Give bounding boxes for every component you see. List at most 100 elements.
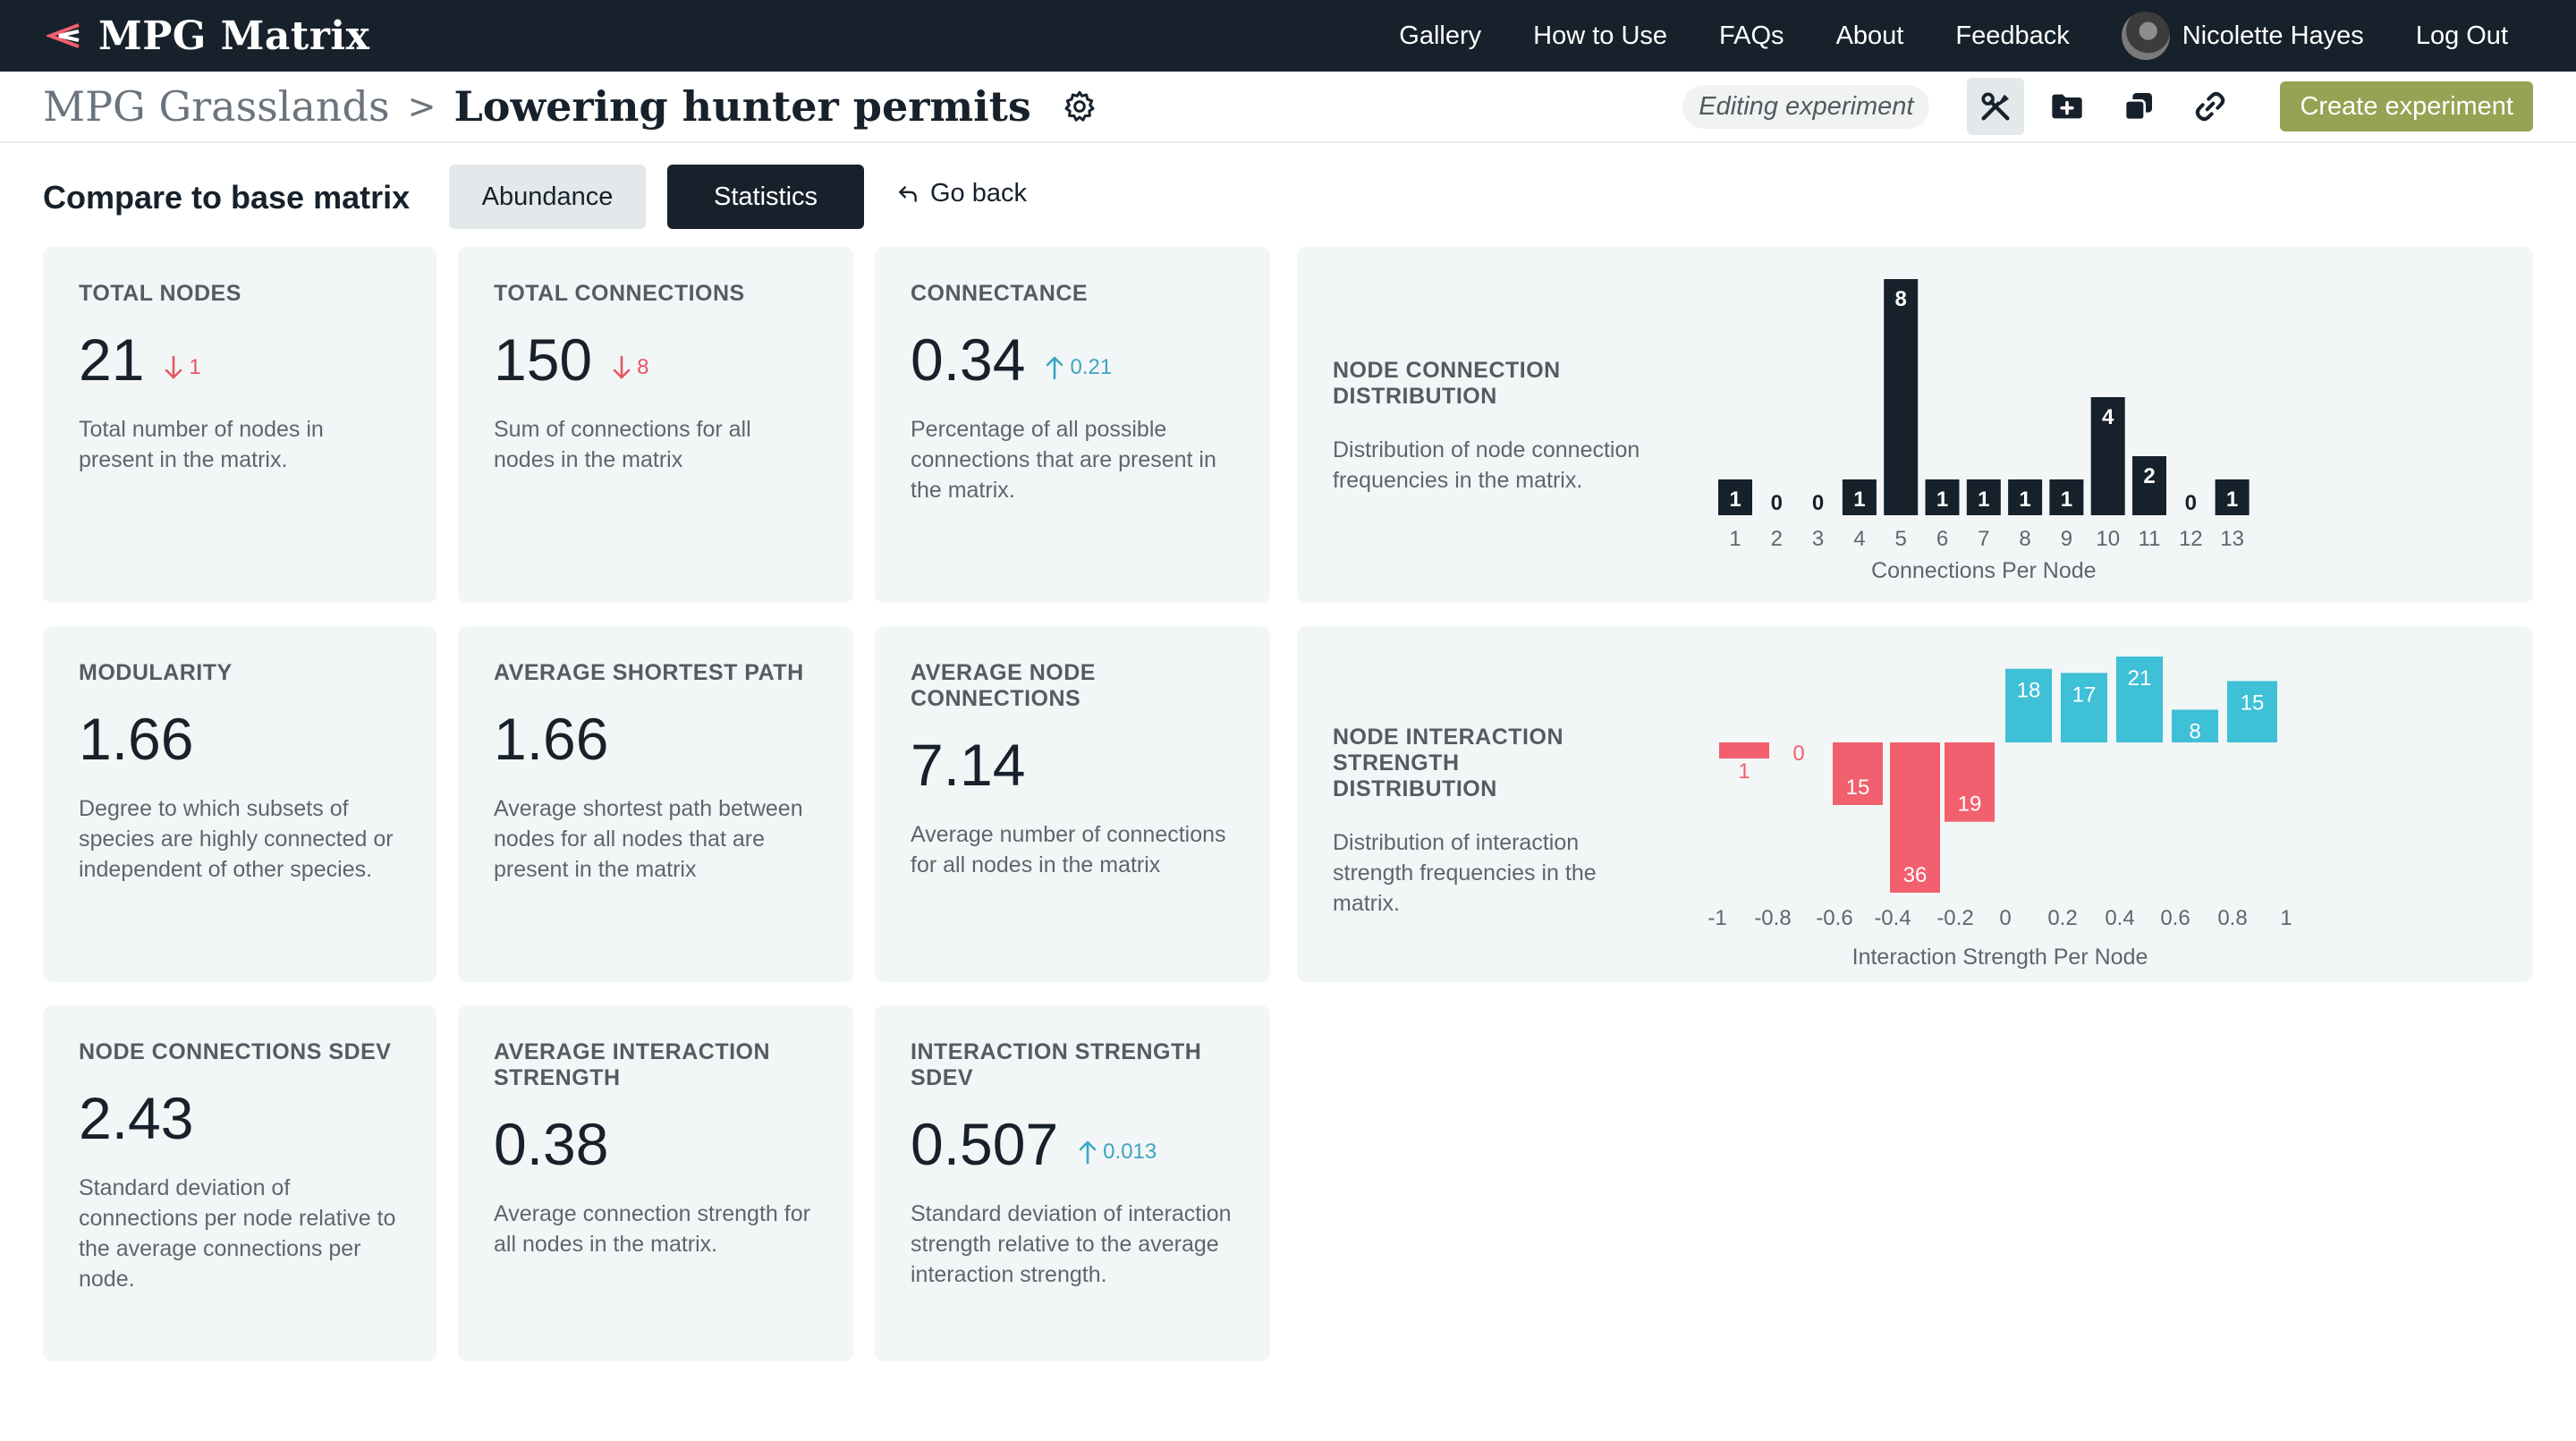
stat-label: CONNECTANCE (911, 281, 1089, 306)
chart-description: Distribution of interaction strength fre… (1333, 830, 1597, 916)
stat-value: 0.38 (494, 1111, 609, 1177)
stat-card-total-nodes: TOTAL NODES 21 1 Total number of nodes i… (43, 247, 436, 603)
stat-value: 150 (494, 326, 593, 393)
chart-bar (2227, 681, 2277, 742)
stat-description: Percentage of all possible connections t… (911, 417, 1216, 503)
stat-label: INTERACTION STRENGTH SDEV (911, 1039, 1202, 1090)
chart-data-label: 1 (2226, 487, 2238, 512)
brand[interactable]: MPG Matrix (47, 0, 369, 72)
stat-description: Total number of nodes in present in the … (79, 417, 324, 472)
nav-about[interactable]: About (1835, 21, 1904, 50)
create-experiment-button[interactable]: Create experiment (2280, 81, 2533, 131)
share-link-button[interactable] (2182, 78, 2239, 135)
chart-bar (2090, 397, 2125, 515)
arrow-down-icon (613, 355, 631, 379)
nav-feedback[interactable]: Feedback (1955, 21, 2070, 50)
chart-description: Distribution of node connection frequenc… (1333, 437, 1640, 493)
stat-label: AVERAGE NODE CONNECTIONS (911, 660, 1096, 711)
chart-data-label: 8 (1895, 287, 1907, 311)
stat-delta-value: 1 (189, 355, 201, 379)
chart-tick-label: 0.6 (2160, 906, 2190, 930)
chart-tick-label: 13 (2220, 527, 2244, 551)
stat-card-modularity: MODULARITY 1.66 Degree to which subsets … (43, 626, 436, 982)
go-back-label: Go back (930, 179, 1027, 208)
stat-card-total-connections: TOTAL CONNECTIONS 150 8 Sum of connectio… (458, 247, 853, 603)
chart-tick-label: 6 (1936, 527, 1948, 551)
chart-bar (1718, 479, 1752, 515)
chart-bar (2172, 709, 2218, 742)
chart-label: NODE INTERACTION STRENGTH DISTRIBUTION (1333, 725, 1563, 801)
chart-tick-label: 11 (2139, 527, 2161, 551)
chart-data-label: 0 (1812, 491, 1824, 515)
chart-data-label: 21 (2128, 666, 2152, 691)
chart-label: NODE CONNECTION DISTRIBUTION (1333, 358, 1561, 409)
chart-tick-label: 8 (2019, 527, 2030, 551)
stat-description: Standard deviation of connections per no… (79, 1175, 396, 1292)
chart-bar (1884, 279, 1919, 515)
go-back-button[interactable]: Go back (896, 179, 1027, 208)
node-connection-bar-chart: 110203148516171819410211012113Connection… (1718, 279, 2250, 583)
arrow-down-icon (165, 355, 182, 379)
interaction-strength-bar-chart: 1 0 15 36 19 18 17 21 8 15 -1 -0.8 -0.6 -0.4 -0.2 0 0.2 0… (1707, 657, 2292, 970)
breadcrumb: MPG Grasslands > Lowering hunter permits (43, 72, 1097, 141)
copy-icon (2124, 93, 2153, 122)
nav-how-to-use[interactable]: How to Use (1533, 21, 1668, 50)
chart-tick-label: 1 (2280, 906, 2292, 930)
edit-tools-button[interactable] (1967, 78, 2025, 135)
user-menu[interactable]: Nicolette Hayes (2121, 12, 2364, 60)
chart-data-label: 0 (2185, 491, 2197, 515)
tab-statistics[interactable]: Statistics (667, 165, 864, 229)
gear-icon[interactable] (1062, 89, 1097, 124)
chart-bar (2005, 668, 2052, 742)
stat-card-connectance: CONNECTANCE 0.34 0.21 Percentage of all … (875, 247, 1270, 603)
stat-card-node-connections-sdev: NODE CONNECTIONS SDEV 2.43 Standard devi… (43, 1005, 436, 1361)
breadcrumb-parent[interactable]: MPG Grasslands (43, 82, 390, 131)
tab-abundance[interactable]: Abundance (449, 165, 646, 229)
stat-description: Degree to which subsets of species are h… (79, 796, 394, 882)
nav-faqs[interactable]: FAQs (1719, 21, 1784, 50)
avatar (2121, 12, 2170, 60)
breadcrumb-separator: > (407, 87, 436, 126)
chart-data-label: 36 (1903, 863, 1928, 887)
stat-description: Average number of connections for all no… (911, 822, 1226, 877)
main-nav: Gallery How to Use FAQs About Feedback N… (1347, 0, 2508, 72)
nav-gallery[interactable]: Gallery (1399, 21, 1482, 50)
stat-card-average-node-connections: AVERAGE NODE CONNECTIONS 7.14 Average nu… (875, 626, 1270, 982)
chart-data-label: 4 (2102, 405, 2114, 429)
chart-card-node-connection-distribution: NODE CONNECTION DISTRIBUTION Distributio… (1297, 247, 2533, 603)
chart-tick-label: 2 (1771, 527, 1783, 551)
chart-tick-label: -1 (1707, 906, 1726, 930)
stat-description: Average shortest path between nodes for … (494, 796, 803, 882)
add-folder-button[interactable] (2038, 78, 2096, 135)
chart-tick-label: 10 (2096, 527, 2120, 551)
duplicate-button[interactable] (2110, 78, 2167, 135)
chart-data-label: 17 (2072, 682, 2097, 707)
experiment-title: Lowering hunter permits (453, 82, 1031, 131)
stat-description: Sum of connections for all nodes in the … (494, 417, 751, 472)
chart-tick-label: 0.4 (2105, 906, 2134, 930)
arrow-up-icon (1046, 356, 1063, 380)
chart-tick-label: 0 (1999, 906, 2011, 930)
chart-tick-label: 1 (1729, 527, 1741, 551)
chart-data-label: 1 (1978, 487, 1989, 512)
chart-data-label: 15 (2241, 691, 2265, 715)
stat-label: NODE CONNECTIONS SDEV (79, 1039, 392, 1064)
stat-label: MODULARITY (79, 660, 233, 685)
chart-card-interaction-strength-distribution: NODE INTERACTION STRENGTH DISTRIBUTION D… (1297, 626, 2533, 982)
arrow-up-icon (1079, 1140, 1097, 1165)
stat-value: 2.43 (79, 1085, 194, 1151)
chart-tick-label: -0.4 (1874, 906, 1911, 930)
chart-data-label: 1 (2061, 487, 2072, 512)
chart-data-label: 8 (2189, 719, 2200, 743)
chart-axis-label: Connections Per Node (1871, 558, 2097, 583)
stat-label: AVERAGE INTERACTION STRENGTH (494, 1039, 771, 1090)
user-name: Nicolette Hayes (2182, 21, 2364, 50)
back-arrow-icon (899, 185, 917, 202)
stat-description: Average connection strength for all node… (494, 1201, 810, 1257)
logout-link[interactable]: Log Out (2415, 21, 2508, 50)
stat-value: 1.66 (79, 706, 194, 772)
stat-value: 1.66 (494, 706, 609, 772)
chart-bar (1945, 742, 1995, 822)
stat-value: 0.507 (911, 1111, 1059, 1177)
stat-card-average-shortest-path: AVERAGE SHORTEST PATH 1.66 Average short… (458, 626, 853, 982)
